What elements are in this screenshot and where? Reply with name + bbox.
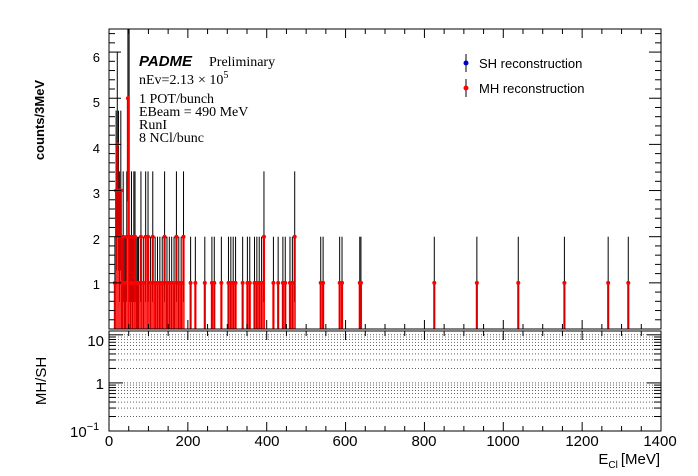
legend-sh-marker: [463, 60, 469, 66]
ratio-y-tick-base: 10: [70, 424, 87, 441]
legend-sh-label: SH reconstruction: [479, 56, 582, 71]
data-point: [271, 280, 276, 285]
nev-base: nEv=2.13: [139, 73, 194, 88]
data-point: [292, 234, 297, 239]
x-axis-title-sub: Cl: [608, 460, 617, 471]
data-point: [290, 280, 295, 285]
annotation-line: 1 POT/bunch: [139, 92, 214, 107]
data-point: [432, 280, 437, 285]
x-axis-title: ECl [MeV]: [598, 451, 660, 471]
annotation-line: EBeam = 490 MeV: [139, 105, 248, 120]
nev-exponent: 5: [223, 70, 228, 81]
data-point: [321, 280, 326, 285]
data-point: [138, 234, 143, 239]
data-point: [123, 280, 128, 285]
legend-mh-marker: [463, 85, 469, 91]
data-point: [212, 280, 217, 285]
data-point: [121, 234, 126, 239]
data-points: [112, 96, 631, 285]
data-point: [162, 234, 167, 239]
data-point: [474, 280, 479, 285]
nev-label: nEv=2.13 × 105: [139, 70, 228, 88]
ratio-y-tick-label: 10−1: [70, 421, 99, 441]
data-point: [130, 280, 135, 285]
y-tick-label: 6: [93, 50, 100, 65]
legend-mh-label: MH reconstruction: [479, 81, 584, 96]
ratio-y-axis-title: MH/SH: [33, 357, 50, 405]
data-point: [150, 234, 155, 239]
data-point: [133, 234, 138, 239]
y-tick-label: 2: [93, 232, 100, 247]
ratio-y-tick-exp: −1: [87, 421, 100, 433]
data-point: [626, 280, 631, 285]
data-point: [172, 280, 177, 285]
top-panel: 1 2 3 4 5 6 counts/3MeV PADME Preliminar…: [32, 28, 662, 330]
data-point: [219, 280, 224, 285]
data-point: [516, 280, 521, 285]
data-point: [358, 280, 363, 285]
x-tick-label: 0: [105, 433, 113, 450]
x-tick-label: 800: [411, 433, 436, 450]
ratio-panel: 10 1 10−1 MH/SH 0 200 400 600 800 1000 1…: [33, 330, 677, 471]
y-tick-label: 4: [93, 141, 100, 156]
data-point: [259, 280, 264, 285]
x-axis-title-unit: [MeV]: [621, 451, 660, 468]
data-point: [340, 280, 345, 285]
ratio-y-tick-label: 10: [87, 333, 104, 350]
ratio-y-ticks: [109, 334, 661, 432]
data-point: [141, 280, 146, 285]
data-point: [125, 96, 130, 101]
y-tick-label: 3: [93, 186, 100, 201]
ratio-frame: [108, 330, 662, 432]
experiment-label: PADME: [139, 53, 193, 70]
y-axis-title: counts/3MeV: [32, 80, 47, 161]
ratio-x-ticks: [108, 331, 662, 431]
data-point: [276, 280, 281, 285]
nev-times: × 10: [198, 73, 223, 88]
data-point: [148, 280, 153, 285]
data-point: [606, 280, 611, 285]
y-tick-label: 5: [93, 95, 100, 110]
data-point: [181, 234, 186, 239]
data-point: [193, 280, 198, 285]
legend: SH reconstruction MH reconstruction: [463, 54, 584, 97]
data-point: [174, 234, 179, 239]
data-point: [562, 280, 567, 285]
annotation-line: 8 NCl/bunc: [139, 131, 204, 146]
data-point: [202, 280, 207, 285]
x-tick-label: 1400: [643, 433, 676, 450]
x-tick-label: 400: [254, 433, 279, 450]
x-tick-label: 600: [332, 433, 357, 450]
y-tick-label: 1: [93, 277, 100, 292]
ratio-y-tick-label: 1: [96, 376, 104, 393]
preliminary-label: Preliminary: [209, 55, 275, 70]
data-point: [179, 280, 184, 285]
data-point: [160, 280, 165, 285]
data-point: [188, 280, 193, 285]
annotation-line: RunI: [139, 118, 167, 133]
data-point: [146, 234, 151, 239]
data-point: [233, 280, 238, 285]
top-x-ticks: [108, 29, 662, 329]
x-axis-title-main: E: [598, 451, 608, 468]
data-point: [283, 280, 288, 285]
ratio-grid: [109, 334, 661, 432]
data-point: [136, 280, 141, 285]
x-tick-label: 1200: [565, 433, 598, 450]
top-y-ticks: [109, 33, 661, 330]
x-tick-label: 200: [175, 433, 200, 450]
data-point: [247, 280, 252, 285]
data-point: [261, 234, 266, 239]
x-tick-label: 1000: [486, 433, 519, 450]
data-point: [240, 280, 245, 285]
